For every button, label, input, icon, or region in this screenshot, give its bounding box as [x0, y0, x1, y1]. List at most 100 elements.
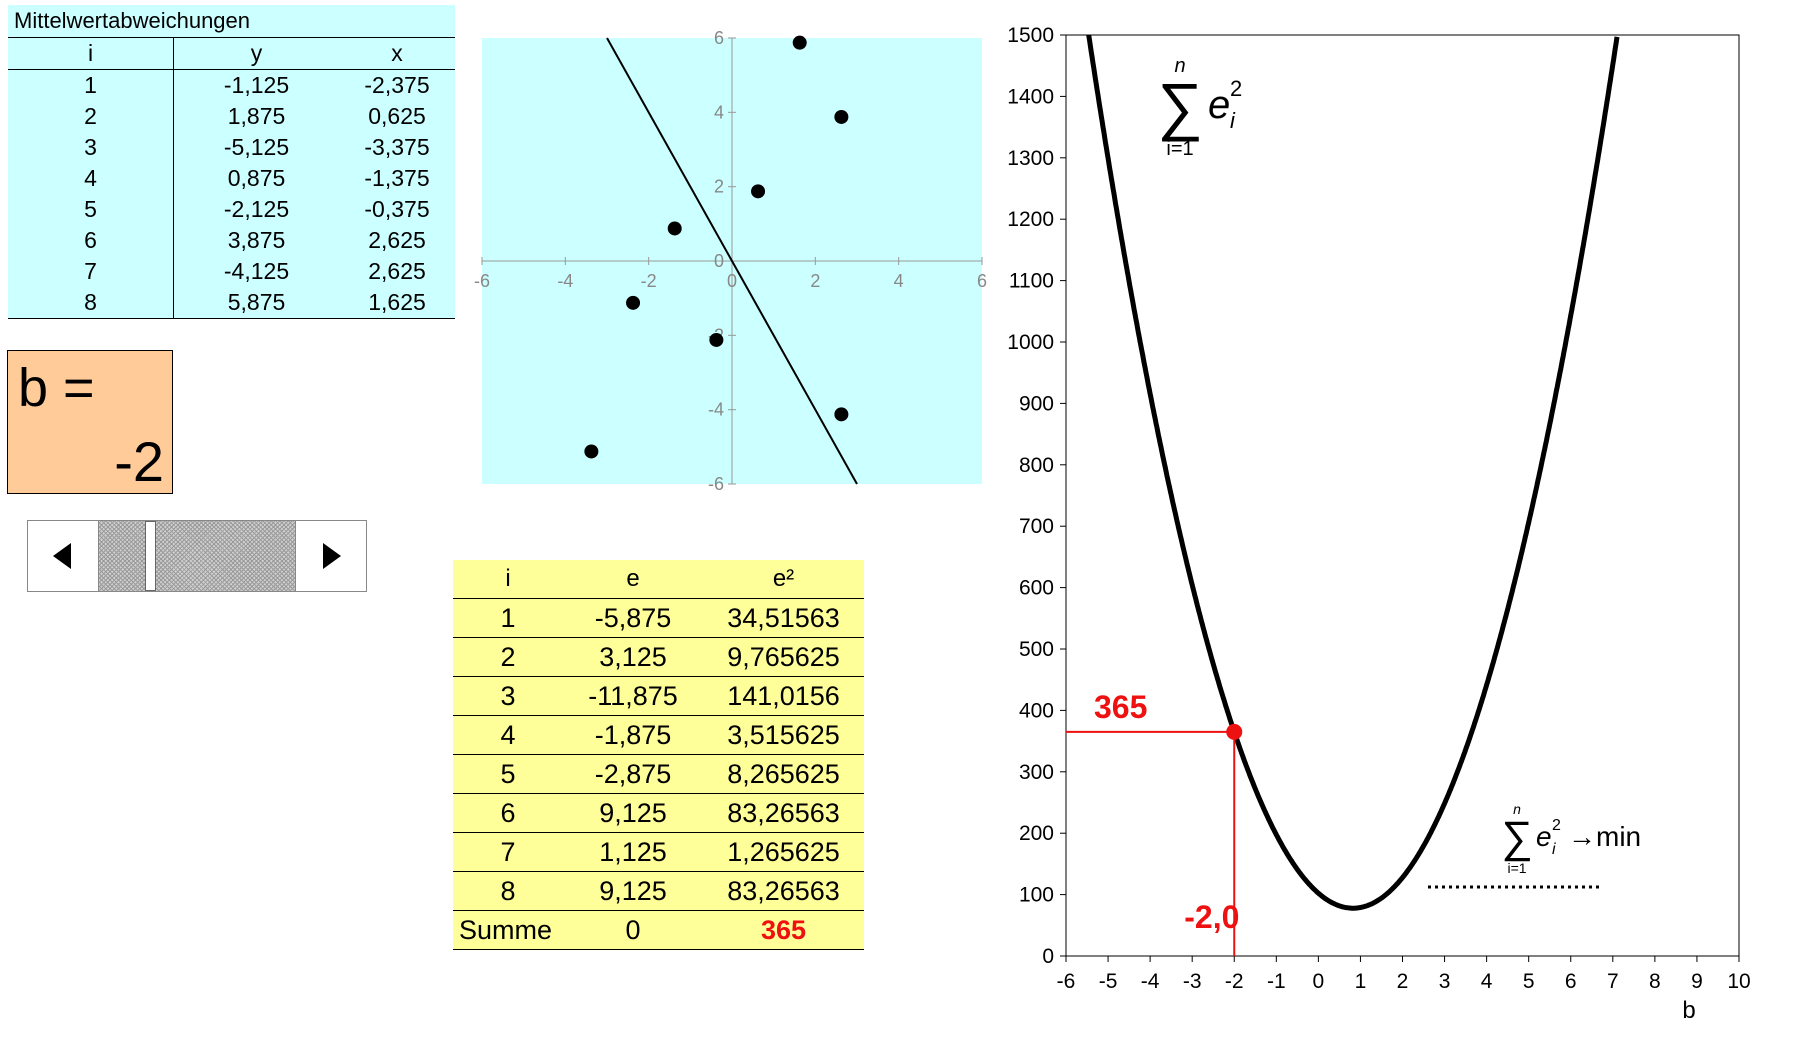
y-tick-label: 500: [1019, 638, 1054, 661]
triangle-left-icon: [53, 543, 71, 569]
regression-line: [606, 37, 858, 485]
cell-i: 8: [8, 287, 174, 318]
y-tick-label: 700: [1019, 515, 1054, 538]
cell-e: 9,125: [599, 876, 667, 906]
marker-b-label: -2,0: [1184, 899, 1239, 935]
cell-i: 5: [500, 759, 516, 789]
x-tick-label: -3: [1183, 970, 1202, 993]
formula-top: n∑i=1 e 2 i: [1157, 55, 1242, 160]
header-y: y: [250, 40, 263, 66]
x-tick-label: 9: [1691, 970, 1703, 993]
y-tick-label: 0: [1042, 945, 1054, 968]
y-tick-label: 400: [1019, 699, 1054, 722]
y-tick-label: 1200: [1007, 208, 1054, 231]
header-e: e: [626, 565, 640, 592]
cell-i: 7: [500, 837, 516, 867]
sse-curve: [1086, 34, 1620, 911]
x-tick-label: 0: [727, 271, 737, 291]
x-axis-label: b: [1682, 997, 1695, 1024]
y-tick-label: 300: [1019, 761, 1054, 784]
table-row: 6 9,125 83,26563: [453, 794, 864, 833]
y-tick-label: 6: [714, 28, 724, 48]
residuals-table: i e e² 1 -5,875 34,51563 2 3,125 9,765625 3 -11…: [453, 560, 864, 950]
x-tick-label: 6: [977, 271, 987, 291]
scroll-thumb[interactable]: [145, 521, 156, 591]
b-value: -2: [114, 430, 164, 493]
x-tick-label: -6: [474, 271, 490, 291]
sse-curve-chart: 0100200300400500600700800900100011001200…: [1007, 24, 1750, 1024]
table-row: 7 -4,125 2,625: [8, 256, 455, 287]
cell-x: 0,625: [368, 103, 426, 129]
cell-x: -2,375: [364, 72, 430, 98]
y-tick-label: 1300: [1007, 147, 1054, 170]
scroll-track[interactable]: [99, 521, 295, 591]
b-label: b =: [18, 358, 95, 418]
cell-y: -2,125: [223, 196, 290, 222]
cell-i: 1: [8, 70, 174, 101]
b-display: b = -2: [7, 350, 173, 494]
formula-sum-symbol: ∑: [1157, 70, 1203, 142]
cell-y: -1,125: [223, 72, 290, 98]
residuals-table-header: i e e²: [453, 560, 864, 599]
x-tick-label: 10: [1727, 970, 1750, 993]
cell-e2: 83,26563: [727, 876, 840, 906]
cell-i: 4: [500, 720, 516, 750]
formula-lower: i=1: [1166, 138, 1193, 160]
x-tick-label: 3: [1439, 970, 1451, 993]
cell-i: 1: [500, 603, 516, 633]
scroll-left-button[interactable]: [28, 521, 99, 591]
x-tick-label: 1: [1355, 970, 1367, 993]
deviations-table-body: 1 -1,125 -2,375 2 1,875 0,625 3 -5,125 -3,375 4 0,…: [8, 70, 455, 319]
cell-x: -1,375: [364, 165, 430, 191]
marker-sse-label: 365: [1094, 689, 1147, 725]
cell-e: -1,875: [594, 720, 672, 750]
cell-i: 4: [8, 163, 174, 194]
deviations-table-title: Mittelwertabweichungen: [8, 5, 455, 38]
x-tick-label: 4: [894, 271, 904, 291]
x-tick-label: -6: [1057, 970, 1076, 993]
y-tick-label: 4: [714, 102, 724, 122]
cell-y: -4,125: [223, 258, 290, 284]
formula-min-lower: i=1: [1507, 860, 1526, 876]
cell-e2: 83,26563: [727, 798, 840, 828]
table-row: 8 9,125 83,26563: [453, 872, 864, 911]
cell-e2: 9,765625: [727, 642, 840, 672]
b-scrollbar[interactable]: [27, 520, 367, 592]
x-tick-label: 5: [1523, 970, 1535, 993]
data-point: [834, 109, 849, 124]
table-row: 2 1,875 0,625: [8, 101, 455, 132]
sum-e2: 365: [760, 915, 807, 945]
formula-sup: 2: [1230, 76, 1242, 101]
cell-e2: 8,265625: [727, 759, 840, 789]
formula-min-upper: n: [1513, 801, 1521, 817]
cell-i: 6: [500, 798, 516, 828]
y-tick-label: 1500: [1007, 24, 1054, 47]
table-row: 7 1,125 1,265625: [453, 833, 864, 872]
x-tick-label: -4: [1141, 970, 1160, 993]
scroll-right-button[interactable]: [295, 521, 366, 591]
cell-e2: 34,51563: [727, 603, 840, 633]
cell-i: 8: [500, 876, 516, 906]
x-tick-label: 2: [810, 271, 820, 291]
x-tick-label: -4: [557, 271, 573, 291]
table-row: 4 0,875 -1,375: [8, 163, 455, 194]
y-tick-label: 200: [1019, 822, 1054, 845]
data-point: [626, 295, 641, 310]
cell-e: 3,125: [599, 642, 667, 672]
header-i: i: [8, 38, 174, 69]
table-row: 1 -1,125 -2,375: [8, 70, 455, 101]
formula-min-arrow: →min: [1568, 821, 1641, 852]
y-tick-label: 1100: [1009, 270, 1054, 293]
x-tick-label: 4: [1481, 970, 1493, 993]
table-row: 6 3,875 2,625: [8, 225, 455, 256]
table-row: 1 -5,875 34,51563: [453, 599, 864, 638]
cell-e2: 1,265625: [727, 837, 840, 867]
data-point: [834, 407, 849, 422]
table-row: 5 -2,875 8,265625: [453, 755, 864, 794]
y-tick-label: 900: [1019, 392, 1054, 415]
cell-e2: 3,515625: [727, 720, 840, 750]
marker-point: [1226, 723, 1243, 740]
data-point: [751, 184, 766, 199]
y-tick-label: -6: [708, 474, 724, 494]
